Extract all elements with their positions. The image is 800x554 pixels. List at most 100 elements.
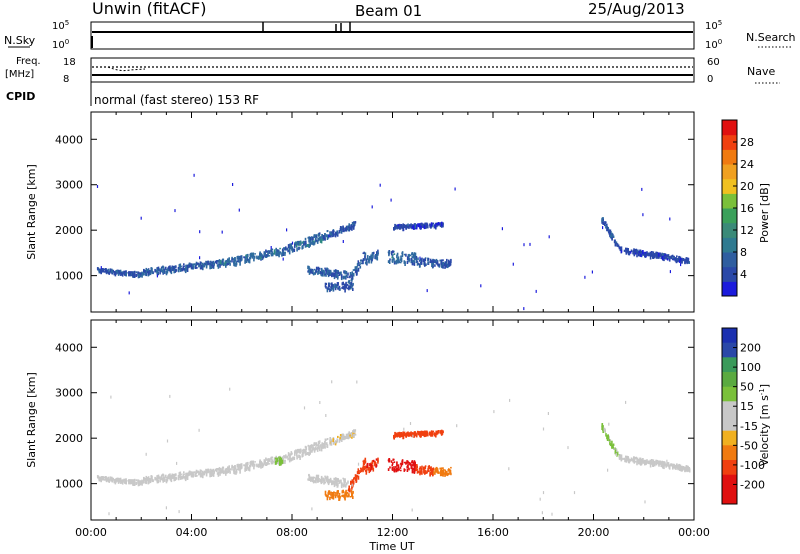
echo-cell [233, 467, 236, 471]
echo-cell [205, 260, 207, 265]
echo-cell [144, 481, 147, 484]
echo-cell [293, 456, 296, 460]
y-tick-label: 1000 [55, 478, 83, 491]
echo-cell [362, 461, 365, 466]
echo-cell [128, 273, 130, 276]
echo-cell [162, 265, 164, 269]
echo-cell [232, 183, 234, 186]
echo-cell [219, 468, 222, 473]
echo-cell [666, 257, 669, 261]
echo-cell [431, 223, 434, 227]
echo-cell [377, 251, 379, 256]
echo-cell [118, 478, 121, 482]
echo-cell [253, 464, 256, 467]
echo-cell [311, 477, 313, 481]
echo-cell [210, 261, 212, 264]
echo-cell [657, 252, 660, 257]
echo-cell [631, 458, 633, 461]
echo-cell [376, 256, 379, 261]
echo-cell [122, 272, 124, 275]
echo-cell [335, 479, 337, 483]
echo-cell [330, 491, 332, 494]
echo-cell [333, 274, 336, 280]
echo-cell [342, 227, 345, 230]
echo-cell [197, 470, 199, 473]
echo-cell [436, 223, 438, 228]
echo-cell [611, 232, 613, 238]
echo-cell [313, 476, 316, 479]
echo-cell [411, 252, 414, 255]
echo-cell [111, 268, 113, 272]
echo-cell [233, 262, 236, 267]
echo-cell [111, 476, 113, 480]
echo-cell [424, 258, 427, 262]
echo-cell [678, 255, 681, 260]
echo-cell [148, 480, 150, 483]
echo-cell [346, 287, 349, 290]
echo-cell [265, 457, 267, 461]
echo-cell [129, 479, 132, 484]
echo-cell [607, 437, 610, 440]
echo-cell [188, 262, 191, 265]
echo-cell [450, 258, 452, 261]
echo-cell [433, 471, 435, 474]
echo-cell [627, 457, 630, 462]
echo-cell [677, 465, 679, 470]
echo-cell [268, 462, 270, 465]
echo-cell [156, 270, 159, 276]
echo-cell [114, 479, 117, 483]
echo-cell [654, 254, 656, 258]
echo-cell [539, 497, 541, 501]
echo-cell [364, 469, 367, 472]
echo-cell [179, 268, 182, 272]
echo-cell [148, 272, 150, 275]
echo-cell [397, 467, 399, 472]
echo-cell [427, 261, 430, 265]
echo-cell [326, 494, 328, 498]
echo-cell [424, 470, 426, 474]
echo-cell [640, 253, 642, 257]
echo-cell [202, 473, 204, 479]
echo-cell [137, 273, 140, 279]
echo-cell [271, 248, 274, 251]
colorbar-swatch [722, 134, 737, 150]
echo-cell [408, 467, 410, 471]
echo-cell [625, 400, 627, 404]
echo-cell [312, 444, 314, 448]
echo-cell [416, 260, 419, 263]
echo-cell [307, 444, 310, 447]
velocity-colorbar-label: Velocity [m s-1] [758, 384, 771, 466]
echo-cell [652, 461, 655, 464]
x-tick-label: 08:00 [276, 526, 308, 539]
echo-cell [325, 269, 327, 274]
echo-cell [332, 287, 335, 292]
echo-cell [441, 221, 443, 227]
echo-cell [346, 495, 348, 498]
echo-cell [135, 479, 138, 482]
echo-cell [280, 461, 282, 466]
echo-cell [331, 273, 333, 278]
echo-cell [639, 458, 641, 463]
y-tick-label: 4000 [55, 341, 83, 354]
echo-cell [226, 263, 229, 266]
echo-cell [257, 255, 260, 259]
echo-cell [664, 461, 666, 465]
echo-cell [406, 469, 409, 472]
echo-cell [150, 475, 153, 480]
echo-cell [388, 458, 390, 463]
echo-cell [666, 462, 668, 465]
echo-cell [199, 261, 202, 265]
echo-cell [303, 240, 305, 244]
date-title: 25/Aug/2013 [588, 0, 685, 18]
echo-cell [245, 462, 247, 466]
freq-label: Freq. [16, 56, 41, 67]
echo-cell [320, 478, 322, 483]
echo-cell [243, 256, 245, 259]
echo-cell [437, 264, 439, 266]
echo-cell [249, 257, 251, 260]
echo-cell [684, 260, 686, 264]
echo-cell [619, 454, 621, 458]
echo-cell [415, 466, 418, 471]
echo-cell [374, 254, 377, 256]
echo-cell [419, 258, 422, 262]
